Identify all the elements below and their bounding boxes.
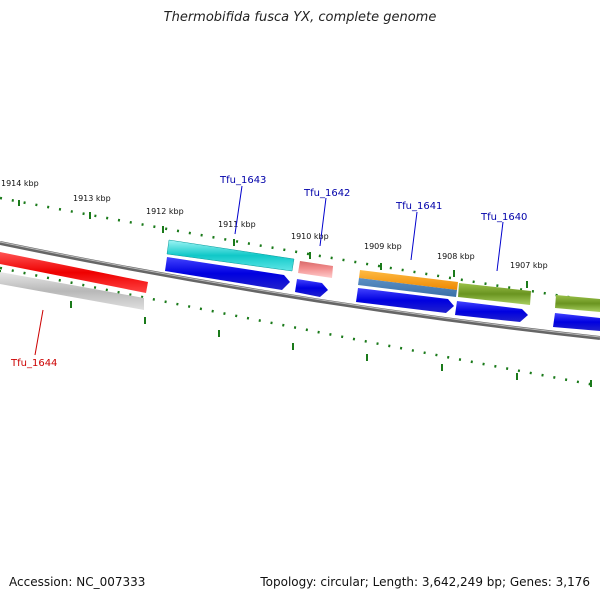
tick-label-1909: 1909 kbp bbox=[364, 242, 402, 251]
inner-tick-ring bbox=[0, 266, 600, 388]
tick-label-1908: 1908 kbp bbox=[437, 252, 475, 261]
cds-right-edge[interactable] bbox=[553, 313, 600, 331]
major-ticks bbox=[0, 200, 592, 387]
cds-tfu-1641[interactable] bbox=[356, 288, 454, 313]
feature-olive[interactable] bbox=[458, 283, 531, 305]
feature-olive-2[interactable] bbox=[555, 295, 600, 312]
gene-label-tfu-1643[interactable]: Tfu_1643 bbox=[219, 175, 266, 186]
tick-label-1913: 1913 kbp bbox=[73, 194, 111, 203]
gene-label-tfu-1644[interactable]: Tfu_1644 bbox=[10, 358, 57, 369]
cds-tfu-1642[interactable] bbox=[295, 279, 328, 297]
feature-red[interactable] bbox=[0, 252, 148, 293]
leader-tfu-1641 bbox=[410, 211, 418, 261]
feature-cyan[interactable] bbox=[166, 239, 295, 272]
cds-tfu-1643[interactable] bbox=[165, 257, 290, 290]
gene-label-tfu-1642[interactable]: Tfu_1642 bbox=[303, 188, 350, 199]
outer-tick-ring bbox=[0, 196, 600, 304]
feature-orange[interactable] bbox=[359, 270, 458, 290]
accession-footer: Accession: NC_007333 bbox=[9, 575, 145, 589]
tick-label-1914: 1914 kbp bbox=[1, 179, 39, 188]
leader-tfu-1640 bbox=[496, 221, 504, 272]
gene-label-tfu-1641[interactable]: Tfu_1641 bbox=[395, 201, 442, 212]
cds-tfu-1640[interactable] bbox=[455, 301, 528, 322]
feature-steel[interactable] bbox=[358, 278, 457, 297]
tick-label-1907: 1907 kbp bbox=[510, 261, 548, 270]
feature-pink[interactable] bbox=[298, 261, 333, 278]
gene-label-tfu-1640[interactable]: Tfu_1640 bbox=[480, 212, 527, 223]
leader-tfu-1643 bbox=[234, 185, 243, 235]
map-title: Thermobifida fusca YX, complete genome bbox=[163, 10, 437, 25]
tick-label-1912: 1912 kbp bbox=[146, 207, 184, 216]
tick-label-1910: 1910 kbp bbox=[291, 232, 329, 241]
topology-footer: Topology: circular; Length: 3,642,249 bp… bbox=[260, 575, 590, 589]
leader-tfu-1642 bbox=[319, 197, 327, 247]
feature-grey[interactable] bbox=[0, 272, 144, 310]
accession-value: NC_007333 bbox=[76, 575, 146, 589]
accession-label: Accession: bbox=[9, 575, 73, 589]
genome-backbone bbox=[0, 241, 600, 340]
leader-tfu-1644 bbox=[34, 309, 44, 356]
